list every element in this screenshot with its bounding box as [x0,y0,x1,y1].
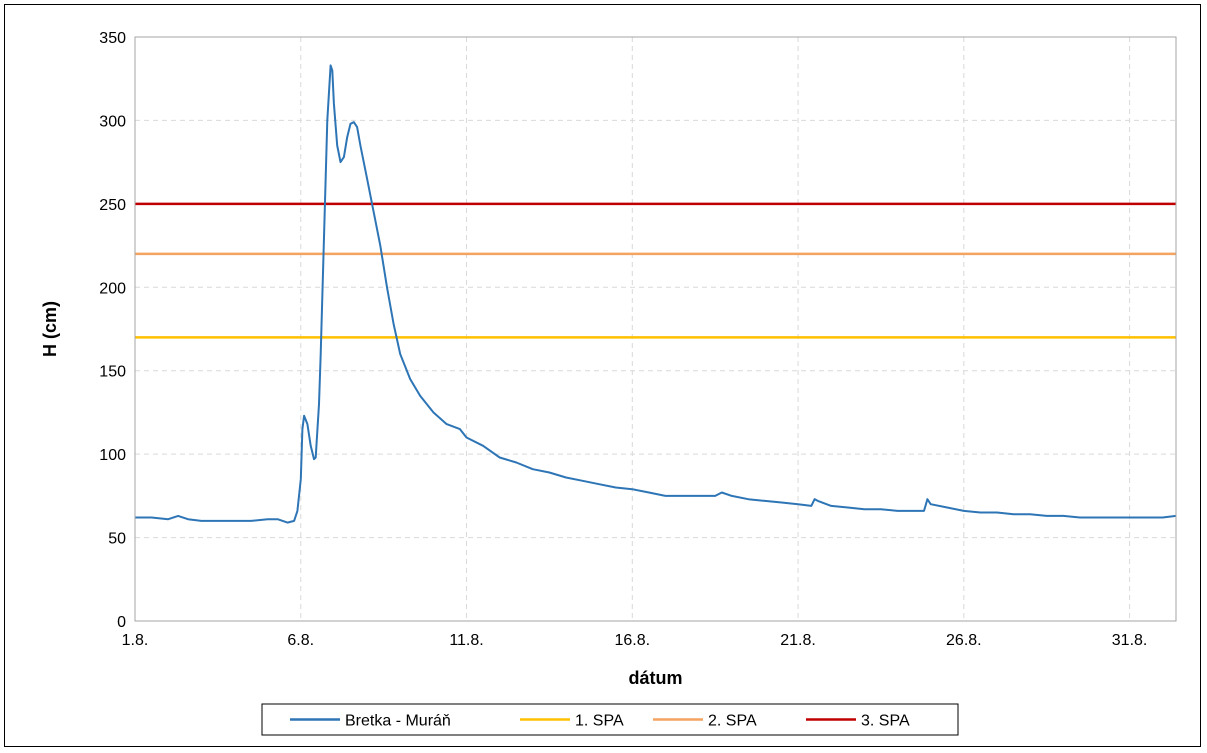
x-tick-label: 21.8. [780,632,816,649]
series-line-bretka-muran [135,64,1177,524]
y-tick-label: 50 [108,531,126,548]
x-tick-labels: 1.8. 6.8. 11.8. 16.8. 21.8. 26.8. 31.8. [122,632,1148,649]
legend-entry: 1. SPA [575,713,624,730]
y-tick-label: 100 [99,447,126,464]
legend-entry: 3. SPA [861,713,910,730]
x-tick-label: 6.8. [287,632,314,649]
y-tick-label: 0 [117,614,126,631]
x-tick-label: 11.8. [449,632,483,649]
x-tick-label: 31.8. [1112,632,1148,649]
x-tick-label: 1.8. [122,632,149,649]
grid [135,37,1176,621]
y-axis-label: H (cm) [40,301,60,357]
y-tick-labels: 0 50 100 150 200 250 300 350 [99,30,126,631]
x-axis-label: dátum [629,668,683,688]
x-tick-label: 26.8. [946,632,982,649]
series-lines [135,64,1177,524]
legend-entry: 2. SPA [708,713,757,730]
y-tick-label: 150 [99,364,126,381]
legend-entry: Bretka - Muráň [345,713,451,730]
x-tick-label: 16.8. [614,632,650,649]
plot-area-border [134,36,1177,622]
chart-frame [4,4,1201,747]
y-tick-label: 300 [99,113,126,130]
y-tick-label: 350 [99,30,126,47]
y-tick-label: 200 [99,280,126,297]
legend: Bretka - Muráň 1. SPA 2. SPA 3. SPA [261,703,959,736]
y-tick-label: 250 [99,197,126,214]
